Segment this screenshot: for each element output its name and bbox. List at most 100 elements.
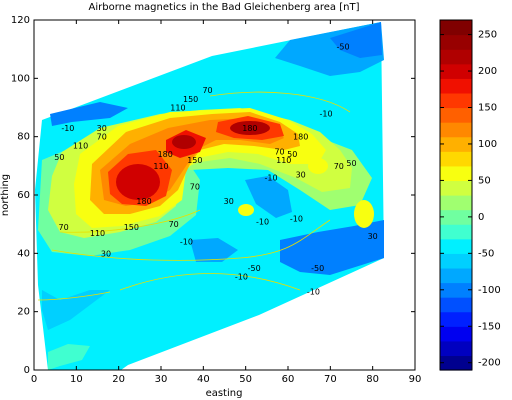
contour-label: 70 <box>59 223 69 232</box>
contour-fill-low-c <box>245 176 292 218</box>
colorbar-tick-label: 100 <box>478 139 497 150</box>
colorbar-swatch <box>440 326 472 342</box>
contour-line-4 <box>209 91 351 113</box>
y-tick-label: 40 <box>17 248 30 259</box>
colorbar-swatch <box>440 20 472 36</box>
contour-label: 30 <box>224 197 234 206</box>
colorbar-tick-label: 50 <box>478 175 491 186</box>
y-tick-label: 80 <box>17 132 30 143</box>
contour-label: -50 <box>248 264 261 273</box>
contour-fill-low-ne <box>330 22 382 58</box>
y-tick-label: 120 <box>11 15 30 26</box>
x-tick-label: 70 <box>324 374 337 385</box>
contour-label: 50 <box>287 150 297 159</box>
contour-label: -10 <box>265 174 278 183</box>
colorbar-swatch <box>440 253 472 269</box>
contour-label: 70 <box>169 220 179 229</box>
contour-label: 110 <box>170 104 185 113</box>
contour-fill-sw-corner <box>48 344 90 370</box>
colorbar-swatch <box>440 92 472 109</box>
y-axis-label: northing <box>0 174 11 216</box>
chart-title: Airborne magnetics in the Bad Gleichenbe… <box>89 2 360 13</box>
colorbar-tick-label: -150 <box>478 321 501 332</box>
x-axis-label: easting <box>206 388 243 399</box>
contour-fill-low-se <box>280 220 384 275</box>
contour-label: -10 <box>290 214 303 223</box>
y-tick-label: 100 <box>11 73 30 84</box>
contour-label: 30 <box>101 249 111 258</box>
contour-label: 110 <box>90 229 105 238</box>
colorbar-tick-label: -200 <box>478 358 501 369</box>
x-tick-label: 20 <box>112 374 125 385</box>
contour-fill-peak-2 <box>172 135 196 149</box>
y-tick-label: 0 <box>24 365 30 376</box>
contour-fill-low-s <box>190 238 238 262</box>
contour-label: 110 <box>276 156 291 165</box>
contour-label: -10 <box>320 109 333 118</box>
contour-label: 110 <box>153 162 168 171</box>
colorbar-swatch <box>440 165 472 182</box>
colorbar-swatch <box>440 78 472 94</box>
x-tick-label: 50 <box>239 374 252 385</box>
x-tick-label: 40 <box>197 374 210 385</box>
contour-fill-spot-e <box>354 200 374 228</box>
colorbar-tick-label: -100 <box>478 285 501 296</box>
colorbar-swatch <box>440 209 472 225</box>
colorbar-tick-label: 0 <box>478 212 484 223</box>
contour-label: 70 <box>334 162 344 171</box>
colorbar-swatch <box>440 180 472 196</box>
colorbar-tick-label: -50 <box>478 248 494 259</box>
x-tick-label: 0 <box>31 374 37 385</box>
contour-label: 50 <box>54 153 64 162</box>
contour-line-3 <box>119 273 301 291</box>
contour-label: -10 <box>235 273 248 282</box>
colorbar-swatch <box>440 311 472 327</box>
contour-label: -10 <box>180 238 193 247</box>
colorbar-swatch <box>440 224 472 240</box>
colorbar-tick-label: 250 <box>478 30 497 41</box>
contour-fill-low-sw <box>42 290 110 330</box>
colorbar-swatch <box>440 297 472 313</box>
contour-label: 30 <box>368 232 378 241</box>
contour-label: 150 <box>183 95 198 104</box>
x-tick-label: 90 <box>409 374 422 385</box>
contour-label: 30 <box>97 124 107 133</box>
contour-fill-peak-3 <box>230 121 270 135</box>
contour-label: 180 <box>158 150 173 159</box>
contour-label: -10 <box>256 217 269 226</box>
colorbar-swatch <box>440 107 472 123</box>
contour-label: -10 <box>307 287 320 296</box>
colorbar-swatch <box>440 267 472 284</box>
colorbar-swatch <box>440 195 472 211</box>
contour-label: 70 <box>274 147 284 156</box>
contour-line-2 <box>59 209 201 233</box>
contour-label: 70 <box>97 133 107 142</box>
contour-label: 150 <box>124 223 139 232</box>
contour-label: 110 <box>73 141 88 150</box>
contour-fill-spot-c <box>238 204 254 216</box>
colorbar-swatch <box>440 238 472 254</box>
colorbar-swatch <box>440 49 472 65</box>
y-tick-label: 20 <box>17 307 30 318</box>
contour-fill-peak-1 <box>116 164 160 200</box>
colorbar-swatch <box>440 34 472 50</box>
colorbar-swatch <box>440 122 472 138</box>
x-tick-label: 80 <box>366 374 379 385</box>
colorbar-tick-label: 200 <box>478 66 497 77</box>
contour-label: -10 <box>61 124 74 133</box>
colorbar-frame <box>439 19 473 371</box>
contour-label: -50 <box>311 264 324 273</box>
colorbar-swatch <box>440 136 472 152</box>
colorbar-swatches <box>440 20 472 371</box>
contour-label: 70 <box>190 182 200 191</box>
contour-line-5 <box>37 291 111 301</box>
colorbar: 250 200 150 100 50 0 -50 -100 -150 -200 <box>439 19 501 371</box>
colorbar-tick-label: 150 <box>478 103 497 114</box>
contour-label: 70 <box>202 86 212 95</box>
contour-label: 180 <box>242 124 257 133</box>
x-tick-label: 30 <box>155 374 168 385</box>
colorbar-swatch <box>440 151 472 167</box>
x-tick-label: 60 <box>282 374 295 385</box>
